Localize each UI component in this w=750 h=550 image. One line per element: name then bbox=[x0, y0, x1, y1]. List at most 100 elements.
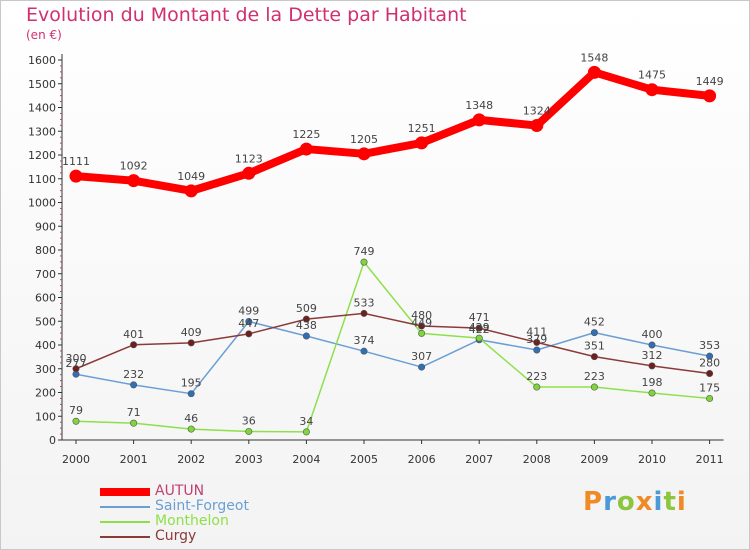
data-label: 401 bbox=[123, 328, 144, 341]
data-label: 1324 bbox=[523, 105, 551, 118]
legend-swatch bbox=[100, 488, 150, 496]
data-label: 1092 bbox=[120, 160, 148, 173]
x-tick-label: 2002 bbox=[177, 453, 205, 466]
data-label: 499 bbox=[238, 304, 259, 317]
data-point bbox=[472, 113, 486, 127]
data-point bbox=[706, 394, 714, 402]
data-label: 400 bbox=[642, 328, 663, 341]
data-point bbox=[590, 329, 598, 337]
data-label: 411 bbox=[526, 325, 547, 338]
y-tick-label: 1400 bbox=[28, 102, 56, 115]
data-point bbox=[127, 174, 141, 188]
x-tick-label: 2011 bbox=[696, 453, 724, 466]
data-point bbox=[475, 334, 483, 342]
data-point bbox=[130, 381, 138, 389]
data-point bbox=[706, 352, 714, 360]
legend-label: Monthelon bbox=[155, 513, 229, 529]
data-point bbox=[302, 428, 310, 436]
data-label: 379 bbox=[526, 333, 547, 346]
legend-swatch bbox=[100, 521, 150, 523]
data-label: 1251 bbox=[408, 122, 436, 135]
data-label: 175 bbox=[699, 381, 720, 394]
logo-letter: o bbox=[616, 487, 636, 517]
logo-letter: P bbox=[583, 487, 604, 517]
y-tick-label: 1300 bbox=[28, 125, 56, 138]
series-monthelon bbox=[72, 258, 714, 436]
data-label: 1548 bbox=[580, 51, 608, 64]
logo-letter: i bbox=[676, 487, 687, 517]
logo-letter: r bbox=[603, 487, 617, 517]
data-point bbox=[130, 341, 138, 349]
data-label: 1049 bbox=[177, 170, 205, 183]
legend-label: AUTUN bbox=[155, 483, 205, 499]
data-label: 422 bbox=[469, 323, 490, 336]
data-label: 307 bbox=[411, 350, 432, 363]
x-tick-label: 2008 bbox=[523, 453, 551, 466]
y-tick-label: 500 bbox=[35, 315, 56, 328]
y-tick-label: 100 bbox=[35, 410, 56, 423]
data-point bbox=[302, 332, 310, 340]
data-label: 471 bbox=[469, 311, 490, 324]
legend-label: Curgy bbox=[155, 528, 197, 544]
series-line bbox=[72, 68, 714, 195]
data-label: 198 bbox=[642, 376, 663, 389]
x-tick-label: 2010 bbox=[638, 453, 666, 466]
data-point bbox=[533, 383, 541, 391]
x-tick-label: 2006 bbox=[408, 453, 436, 466]
data-point bbox=[418, 329, 426, 337]
data-point bbox=[418, 322, 426, 330]
series-autun bbox=[69, 65, 717, 198]
y-tick-label: 200 bbox=[35, 387, 56, 400]
data-point bbox=[245, 427, 253, 435]
logo-letter: i bbox=[653, 487, 664, 517]
data-point bbox=[530, 119, 544, 133]
y-tick-label: 1500 bbox=[28, 78, 56, 91]
data-point bbox=[418, 363, 426, 371]
data-point bbox=[242, 166, 256, 180]
data-label: 749 bbox=[354, 245, 375, 258]
y-tick-label: 600 bbox=[35, 292, 56, 305]
value-labels: 1111 1092 1049 1123 1225 1205 1251 1348 1324 1548… bbox=[62, 51, 724, 428]
chart-unit: (en €) bbox=[26, 28, 62, 42]
logo-letter: t bbox=[663, 487, 677, 517]
x-tick-label: 2009 bbox=[580, 453, 608, 466]
data-point bbox=[302, 315, 310, 323]
data-label: 1475 bbox=[638, 69, 666, 82]
y-tick-label: 300 bbox=[35, 363, 56, 376]
data-label: 71 bbox=[127, 406, 141, 419]
data-label: 223 bbox=[526, 370, 547, 383]
data-point bbox=[187, 425, 195, 433]
data-point bbox=[184, 184, 198, 198]
data-label: 312 bbox=[642, 349, 663, 362]
data-point bbox=[706, 369, 714, 377]
series-curgy bbox=[72, 309, 714, 377]
proxiti-logo: Proxiti bbox=[583, 487, 687, 517]
x-tick-label: 2005 bbox=[350, 453, 378, 466]
data-label: 480 bbox=[411, 309, 432, 322]
data-label: 429 bbox=[469, 321, 490, 334]
data-label: 232 bbox=[123, 368, 144, 381]
series-saint-forgeot bbox=[72, 317, 714, 398]
data-point bbox=[72, 365, 80, 373]
x-tick-label: 2001 bbox=[120, 453, 148, 466]
data-label: 351 bbox=[584, 340, 605, 353]
data-point bbox=[299, 142, 313, 156]
data-point bbox=[360, 309, 368, 317]
data-point bbox=[245, 317, 253, 325]
data-point bbox=[590, 353, 598, 361]
x-tick-label: 2004 bbox=[292, 453, 320, 466]
legend-swatch bbox=[100, 536, 150, 538]
data-label: 280 bbox=[699, 357, 720, 370]
data-label: 36 bbox=[242, 414, 256, 427]
data-point bbox=[533, 346, 541, 354]
data-label: 438 bbox=[296, 319, 317, 332]
data-label: 1123 bbox=[235, 152, 263, 165]
data-label: 79 bbox=[69, 404, 83, 417]
y-tick-label: 700 bbox=[35, 268, 56, 281]
chart-title: Evolution du Montant de la Dette par Hab… bbox=[26, 4, 467, 26]
x-tick-label: 2003 bbox=[235, 453, 263, 466]
data-point bbox=[72, 417, 80, 425]
data-label: 452 bbox=[584, 316, 605, 329]
series-layer bbox=[69, 65, 717, 436]
